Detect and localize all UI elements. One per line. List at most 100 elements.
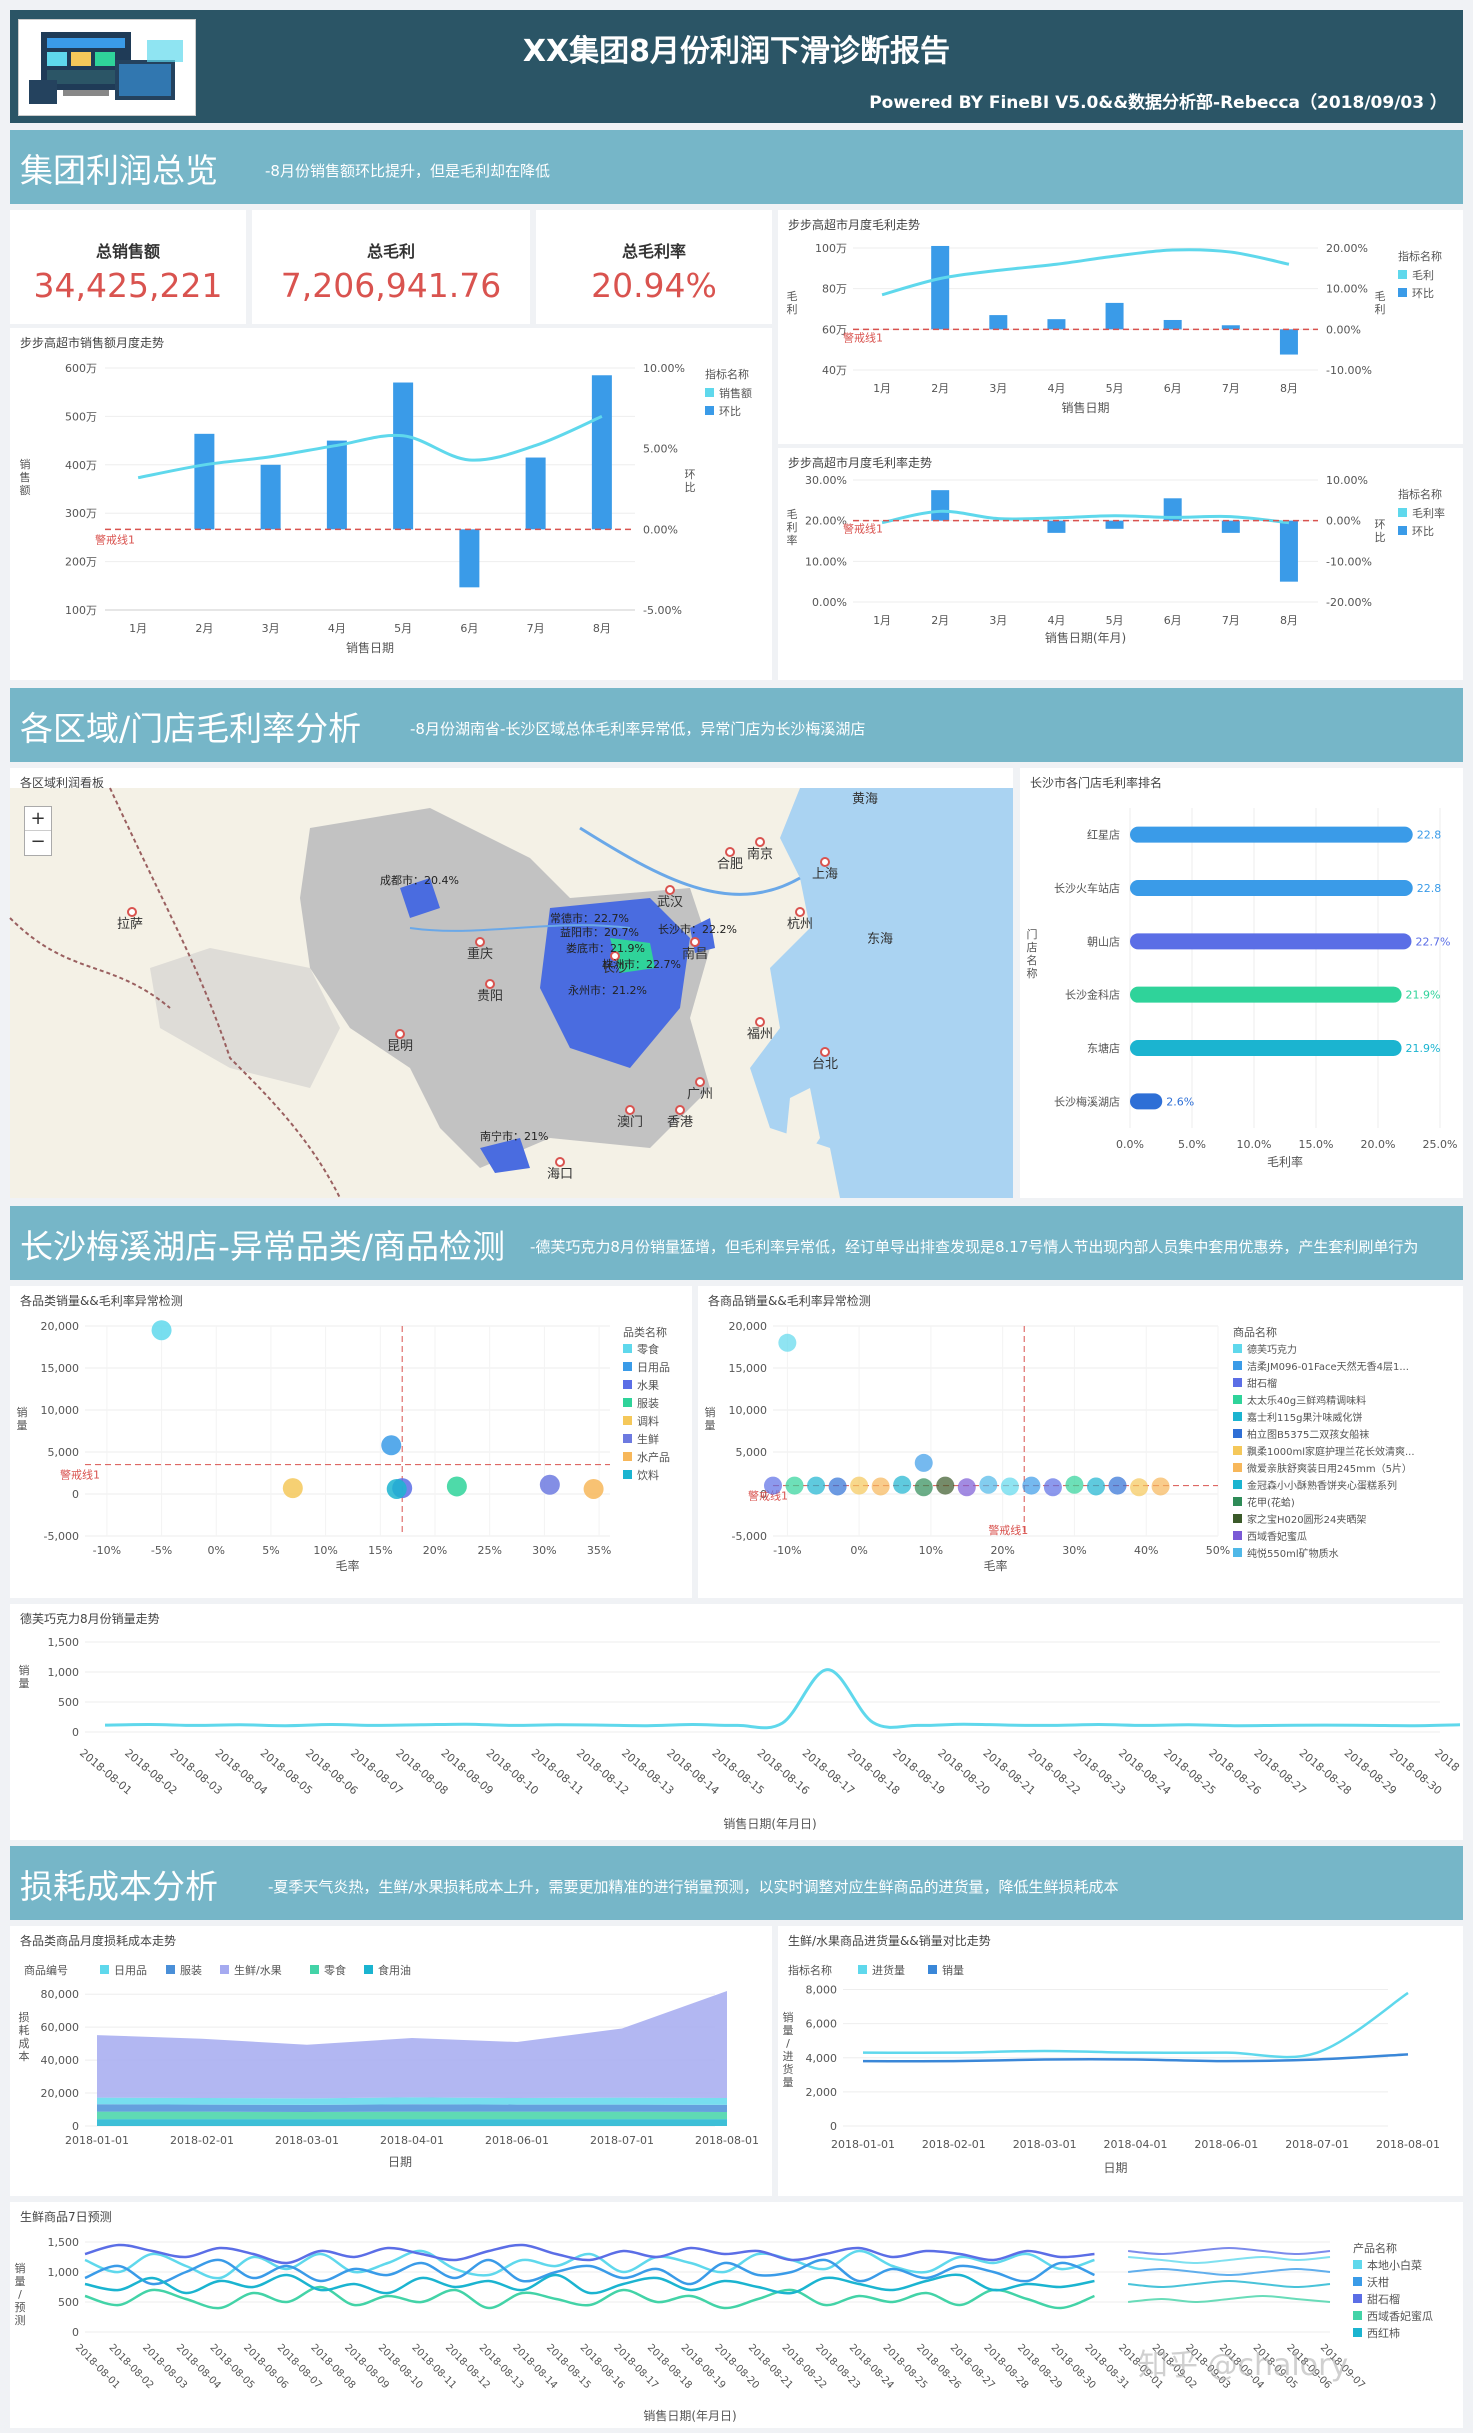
x-axis-label: 日期 (1103, 2161, 1127, 2175)
y-axis-label: 耗 (19, 2024, 30, 2037)
y-axis-label: 成 (19, 2037, 30, 2050)
x-tick: 2018-06-01 (485, 2134, 549, 2147)
city-label: 澳门 (617, 1114, 643, 1130)
y-axis-label: 测 (15, 2314, 26, 2327)
kpi-value: 7,206,941.76 (280, 266, 502, 305)
legend-swatch (1353, 2260, 1362, 2269)
category-label: 东塘店 (1087, 1041, 1120, 1055)
y-tick: 5,000 (48, 1446, 80, 1459)
scatter-point (785, 1476, 804, 1495)
city-marker (690, 937, 700, 947)
legend-label: 食用油 (378, 1963, 411, 1977)
x-tick: 2018-03-01 (275, 2134, 339, 2147)
y2-tick: -5.00% (643, 604, 682, 617)
legend-swatch (1233, 1446, 1242, 1455)
zoom-out-button[interactable]: − (30, 831, 46, 852)
x-tick: 5.0% (1178, 1138, 1206, 1151)
chart-title: 步步高超市月度毛利率走势 (788, 456, 933, 470)
category-label: 长沙金科店 (1065, 988, 1120, 1002)
bar (260, 464, 281, 530)
y-tick: 1,500 (48, 1636, 80, 1649)
x-tick: 50% (1206, 1544, 1230, 1557)
bar (525, 457, 546, 530)
scatter-point (1000, 1477, 1019, 1496)
legend-swatch (1353, 2277, 1362, 2286)
section-desc: -德芙巧克力8月份销量猛增，但毛利率异常低，经订单导出排查发现是8.17号情人节… (530, 1238, 1419, 1256)
city-marker (625, 1105, 635, 1115)
y-tick: 4,000 (806, 2052, 838, 2065)
region-label: 永州市：21.2% (568, 983, 647, 997)
series-line (881, 509, 1290, 525)
x-tick: 8月 (1280, 382, 1298, 395)
category-scatter-panel: 各品类销量&&毛利率异常检测 -5,000 0 5,000 10,000 15,000 2… (10, 1286, 692, 1598)
y-tick: 1,000 (48, 2266, 80, 2279)
legend-swatch (1233, 1378, 1242, 1387)
x-tick: 25% (477, 1544, 501, 1557)
scatter-point (386, 1478, 407, 1499)
y-tick: 0 (830, 2120, 837, 2133)
x-axis-label: 毛利率 (1267, 1154, 1303, 1169)
series-line (84, 2249, 1095, 2280)
city-marker (127, 907, 137, 917)
legend-label: 西域香妃蜜瓜 (1247, 1530, 1307, 1543)
x-axis-label: 销售日期(年月日) (723, 1816, 816, 1831)
bar (1279, 520, 1298, 582)
y-axis-label: 销 (20, 457, 31, 471)
scatter-point (914, 1453, 933, 1472)
y-axis-label: 量 (783, 2024, 794, 2037)
legend-label: 水果 (637, 1379, 659, 1392)
report-subtitle: Powered BY FineBI V5.0&&数据分析部-Rebecca（20… (869, 93, 1447, 113)
x-tick: 5月 (394, 622, 412, 635)
x-axis-label: 日期 (388, 2155, 412, 2169)
chart-title: 各品类销量&&毛利率异常检测 (20, 1294, 183, 1308)
bar (931, 245, 950, 330)
legend-swatch (1398, 526, 1407, 535)
series-line (104, 1668, 1461, 1730)
x-tick: 2018-03-01 (1013, 2138, 1077, 2151)
scatter-point (539, 1474, 560, 1495)
warning-label: 警戒线1 (988, 1523, 1028, 1537)
zoom-in-button[interactable]: + (25, 807, 51, 831)
legend-label: 嘉士利115g果汁味威化饼 (1247, 1411, 1362, 1424)
legend-label: 太太乐40g三鲜鸡精调味料 (1247, 1394, 1366, 1407)
city-label: 海口 (547, 1167, 573, 1182)
y-tick: -5,000 (732, 1530, 767, 1543)
x-tick: -10% (773, 1544, 801, 1557)
city-label: 长沙 (602, 961, 628, 976)
legend-swatch (1353, 2294, 1362, 2303)
warning-label: 警戒线1 (95, 532, 135, 546)
x-axis-label: 销售日期(年月) (1045, 630, 1126, 645)
region-label: 株洲市：22.7% (602, 957, 681, 971)
series-line (84, 2243, 1095, 2265)
forecast-line (1128, 2255, 1331, 2265)
chart-title: 德芙巧克力8月份销量走势 (20, 1612, 160, 1626)
legend-label: 环比 (719, 405, 741, 418)
y-axis-label: 毛 (787, 508, 798, 521)
data-label: 21.9% (1406, 989, 1441, 1002)
region-label: 长沙市：22.2% (658, 922, 737, 936)
x-axis-label: 毛率 (983, 1558, 1007, 1573)
legend-swatch (623, 1434, 632, 1443)
bar (1163, 498, 1182, 521)
chart-title: 生鲜商品7日预测 (20, 2210, 112, 2224)
legend-label: 毛利 (1412, 269, 1434, 282)
kpi-gross-profit: 总毛利 7,206,941.76 (252, 210, 530, 324)
legend-label: 甜石榴 (1247, 1377, 1277, 1390)
legend-label: 花甲(花蛤) (1247, 1496, 1295, 1509)
x-tick: 2018-07-01 (590, 2134, 654, 2147)
scatter-point (583, 1478, 604, 1499)
region-label: 南宁市：21% (480, 1129, 548, 1143)
y-tick: 10,000 (41, 1404, 80, 1417)
y-tick: 15,000 (41, 1362, 80, 1375)
legend-label: 销售额 (719, 386, 752, 400)
logo-graphic (29, 32, 183, 104)
city-label: 贵阳 (477, 989, 503, 1004)
x-tick: 5月 (1106, 382, 1124, 395)
section-region-analysis: 各区域/门店毛利率分析 -8月份湖南省-长沙区域总体毛利率异常低，异常门店为长沙… (10, 688, 1463, 762)
legend-title: 指标名称 (1398, 249, 1442, 263)
legend-swatch (1233, 1344, 1242, 1353)
data-label: 22.8 (1417, 829, 1442, 842)
legend-title: 产品名称 (1353, 2241, 1397, 2255)
bar (1047, 520, 1066, 533)
